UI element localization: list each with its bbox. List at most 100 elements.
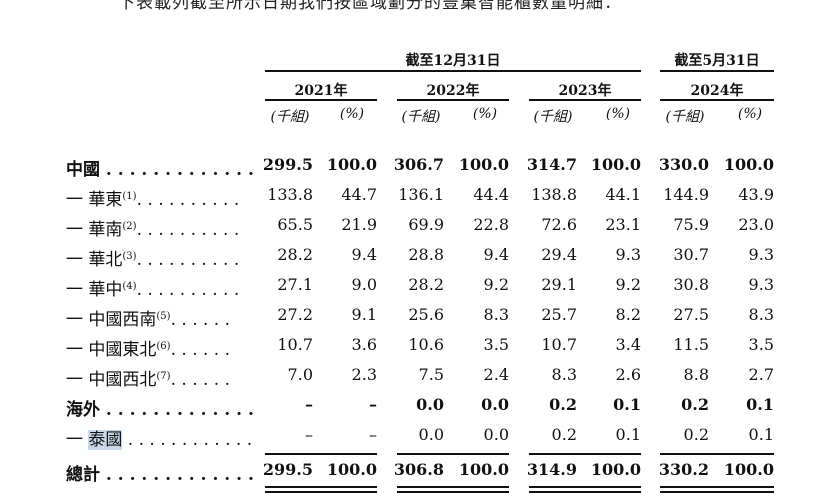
value-thousand-sets: – — [305, 425, 313, 444]
table-row: 一 華東(1). . . . . . . . . . 133.8 44.7 136.1… — [0, 185, 836, 215]
header-rule-dec — [265, 70, 641, 72]
value-thousand-sets: 75.9 — [673, 215, 709, 234]
unit-pct: (%) — [339, 106, 365, 122]
value-percent: 44.4 — [473, 185, 509, 204]
year-rule — [397, 99, 509, 101]
row-label: 一 華東(1). . . . . . . . . . — [66, 185, 239, 210]
value-thousand-sets: 29.1 — [541, 275, 577, 294]
table-row: 一 華南(2). . . . . . . . . . 65.5 21.9 69.9 22… — [0, 215, 836, 245]
footnote-marker: (4) — [122, 281, 137, 292]
total-rule — [265, 491, 377, 493]
value-thousand-sets: 133.8 — [267, 185, 313, 204]
value-thousand-sets: 28.8 — [408, 245, 444, 264]
row-label-text: 一 華南 — [66, 220, 123, 240]
row-label: 一 中國西南(5). . . . . . — [66, 305, 230, 330]
value-percent: 3.5 — [748, 335, 774, 354]
value-thousand-sets: 28.2 — [408, 275, 444, 294]
value-percent: 2.4 — [483, 365, 509, 384]
total-rule — [397, 491, 509, 493]
value-percent: 9.2 — [615, 275, 641, 294]
value-thousand-sets: 0.2 — [549, 395, 577, 414]
value-percent: – — [369, 425, 377, 444]
value-percent: 100.0 — [723, 460, 774, 479]
row-label-text: 一 華中 — [66, 280, 123, 300]
unit-thousand: (千組) — [270, 109, 310, 125]
year-2021: 2021年 — [294, 83, 348, 99]
value-percent: 9.3 — [748, 245, 774, 264]
row-label: 一 中國西北(7). . . . . . — [66, 365, 230, 390]
year-rule — [265, 99, 377, 101]
value-thousand-sets: 138.8 — [531, 185, 577, 204]
value-percent: 22.8 — [473, 215, 509, 234]
value-percent: 9.3 — [615, 245, 641, 264]
value-thousand-sets: 11.5 — [673, 335, 709, 354]
value-percent: – — [369, 395, 377, 414]
value-thousand-sets: 314.9 — [526, 460, 577, 479]
footnote-marker: (7) — [156, 371, 171, 382]
value-thousand-sets: 30.7 — [673, 245, 709, 264]
footnote-marker: (1) — [122, 191, 137, 202]
row-label: 中國 . . . . . . . . . . . . . — [66, 160, 254, 180]
value-thousand-sets: 0.2 — [681, 395, 709, 414]
unit-pct: (%) — [605, 106, 631, 122]
table-row: 中國 . . . . . . . . . . . . . 299.5 100.0 30… — [0, 155, 836, 185]
value-thousand-sets: 144.9 — [663, 185, 709, 204]
leader-dots: . . . . . . . . . . — [136, 280, 240, 300]
unit-thousand: (千組) — [401, 109, 441, 125]
footnote-marker: (2) — [122, 221, 137, 232]
value-thousand-sets: 299.5 — [262, 460, 313, 479]
value-thousand-sets: 8.8 — [683, 365, 709, 384]
value-thousand-sets: 330.2 — [658, 460, 709, 479]
row-label: 一 中國東北(6). . . . . . — [66, 335, 230, 360]
leader-dots: . . . . . . . . . . — [136, 220, 240, 240]
value-percent: 0.1 — [615, 425, 641, 444]
leader-dots: . . . . . . — [170, 310, 231, 330]
value-percent: 100.0 — [590, 155, 641, 174]
table-row: 一 泰國 . . . . . . . . . . . . – – 0.0 0.0 0.2 0… — [0, 425, 836, 455]
value-percent: 0.1 — [748, 425, 774, 444]
value-percent: 23.1 — [605, 215, 641, 234]
year-rule — [529, 99, 641, 101]
value-percent: 0.1 — [746, 395, 774, 414]
row-label: 海外 . . . . . . . . . . . . . — [66, 400, 254, 420]
unit-thousand: (千組) — [665, 109, 705, 125]
value-percent: 0.0 — [481, 395, 509, 414]
leader-dots: . . . . . . . . . . — [136, 190, 240, 210]
value-percent: 100.0 — [326, 460, 377, 479]
leader-dots: . . . . . . . . . . . . — [122, 430, 253, 450]
table-row: 一 中國東北(6). . . . . . 10.7 3.6 10.6 3.5 10.7 3.… — [0, 335, 836, 365]
total-rule — [265, 486, 377, 488]
value-thousand-sets: 29.4 — [541, 245, 577, 264]
unit-thousand: (千組) — [533, 109, 573, 125]
value-percent: 3.4 — [615, 335, 641, 354]
value-thousand-sets: 69.9 — [408, 215, 444, 234]
row-label-text: 一 中國東北 — [66, 340, 157, 360]
value-thousand-sets: 306.7 — [393, 155, 444, 174]
footnote-marker: (5) — [156, 311, 171, 322]
value-percent: 9.2 — [483, 275, 509, 294]
header-as-of-dec31: 截至12月31日 — [405, 53, 501, 69]
value-thousand-sets: 7.5 — [418, 365, 444, 384]
value-thousand-sets: 0.2 — [551, 425, 577, 444]
row-label: 一 華中(4). . . . . . . . . . — [66, 275, 239, 300]
value-thousand-sets: 136.1 — [398, 185, 444, 204]
value-percent: 2.3 — [351, 365, 377, 384]
intro-text: 下表載列截至所示日期我們按區域劃分的豐巢智能櫃數量明細： — [118, 0, 622, 13]
value-thousand-sets: 10.7 — [541, 335, 577, 354]
value-percent: 100.0 — [326, 155, 377, 174]
row-label-text: 一 華東 — [66, 190, 123, 210]
subtotal-rule — [265, 453, 377, 455]
row-label: 一 華南(2). . . . . . . . . . — [66, 215, 239, 240]
table-row: 一 華中(4). . . . . . . . . . 27.1 9.0 28.2 9.2… — [0, 275, 836, 305]
year-rule — [660, 99, 774, 101]
value-thousand-sets: 65.5 — [277, 215, 313, 234]
leader-dots: . . . . . . — [170, 370, 231, 390]
value-thousand-sets: 30.8 — [673, 275, 709, 294]
unit-pct: (%) — [472, 106, 498, 122]
highlighted-text[interactable]: 泰國 — [88, 430, 123, 450]
value-percent: 44.1 — [605, 185, 641, 204]
total-rule — [529, 486, 641, 488]
header-as-of-may31: 截至5月31日 — [674, 53, 760, 69]
total-rule — [529, 491, 641, 493]
value-thousand-sets: 25.6 — [408, 305, 444, 324]
